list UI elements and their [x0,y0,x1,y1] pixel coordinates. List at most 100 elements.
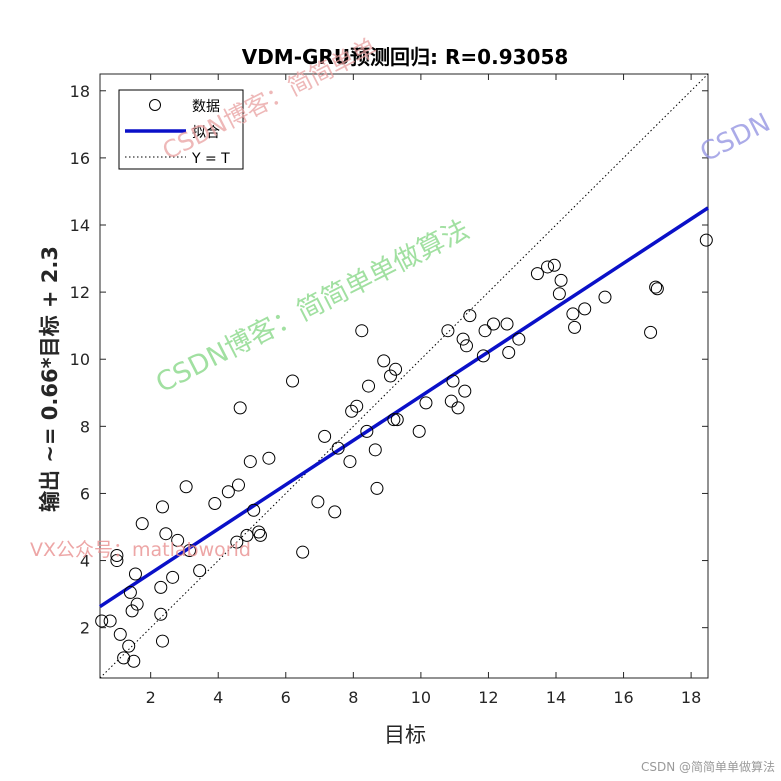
data-point [459,339,473,353]
data-point [179,480,193,494]
x-tick-label: 10 [411,688,431,707]
data-point [478,324,492,338]
data-point [122,639,136,653]
data-point [487,317,501,331]
data-point [166,570,180,584]
data-point [446,374,460,388]
data-point [383,369,397,383]
data-point [231,478,245,492]
data-point [230,535,244,549]
data-point [296,545,310,559]
data-point [578,302,592,316]
watermark-left-red: VX公众号：matlabworld [30,539,251,561]
data-point [103,614,117,628]
data-point [183,543,197,557]
data-point [113,627,127,641]
legend-label-data: 数据 [192,99,220,115]
data-point [360,424,374,438]
chart-title: VDM-GRU预测回归: R=0.93058 [242,45,569,69]
data-point [171,533,185,547]
y-tick-label: 6 [80,484,90,503]
data-point [128,567,142,581]
data-point [286,374,300,388]
data-point [243,455,257,469]
data-point [568,320,582,334]
data-point [547,258,561,272]
data-point [193,564,207,578]
y-tick-label: 8 [80,417,90,436]
data-point [451,401,465,415]
data-point [541,260,555,274]
legend-label-fit: 拟合 [192,125,220,141]
x-tick-label: 16 [613,688,633,707]
data-point [240,528,254,542]
data-point [159,527,173,541]
data-point [368,443,382,457]
data-point [362,379,376,393]
data-point [530,267,544,281]
data-point [117,651,131,665]
identity-line [99,73,709,679]
data-point [252,525,266,539]
data-point [650,282,664,296]
data-point [419,396,433,410]
data-point [699,233,713,247]
legend-data-marker-icon [149,99,161,111]
data-point [552,287,566,301]
data-point [649,280,663,294]
data-point [110,554,124,568]
data-point [598,290,612,304]
data-point [350,399,364,413]
data-point [355,324,369,338]
data-point [130,597,144,611]
y-tick-label: 10 [70,350,90,369]
data-point [247,503,261,517]
data-point [125,604,139,618]
legend-label-identity: Y = T [191,151,230,167]
data-point [253,528,267,542]
data-point [155,634,169,648]
data-point [566,307,580,321]
data-point [554,273,568,287]
data-point [512,332,526,346]
data-point [390,413,404,427]
data-point [123,585,137,599]
footer-credit: CSDN @简简单单做算法 [640,760,775,774]
data-point [262,451,276,465]
data-point [154,607,168,621]
data-point [221,485,235,499]
data-point [500,317,514,331]
data-point [387,413,401,427]
y-tick-label: 2 [80,619,90,638]
y-tick-label: 16 [70,149,90,168]
data-point [233,401,247,415]
data-point [311,495,325,509]
x-tick-label: 2 [146,688,156,707]
data-point [441,324,455,338]
x-tick-label: 18 [681,688,701,707]
data-point [370,481,384,495]
data-point [412,424,426,438]
data-point [110,549,124,563]
y-axis-label: 输出 ~= 0.66*目标 + 2.3 [38,246,62,512]
y-tick-label: 4 [80,552,90,571]
data-point [127,654,141,668]
plot-area: 2 4 6 8 10 12 14 16 18 2 4 6 8 10 12 14 16 18 [70,73,713,707]
data-point [456,332,470,346]
data-point [318,429,332,443]
data-point [444,394,458,408]
data-point [476,349,490,363]
data-point [154,580,168,594]
data-point [502,346,516,360]
data-point [328,505,342,519]
y-tick-label: 14 [70,216,90,235]
data-point [345,404,359,418]
data-point [208,497,222,511]
data-point [463,309,477,323]
data-point [343,455,357,469]
x-tick-label: 8 [348,688,358,707]
data-point [377,354,391,368]
data-point [389,362,403,376]
x-tick-label: 12 [478,688,498,707]
